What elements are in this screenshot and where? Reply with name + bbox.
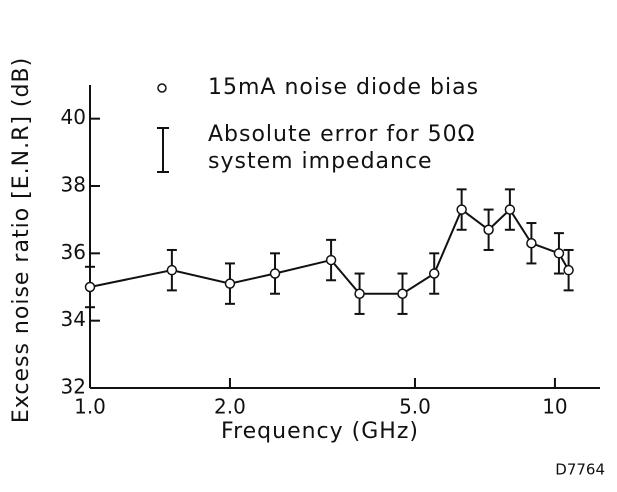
y-tick-label: 36 xyxy=(61,240,86,264)
y-axis-label: Excess noise ratio [E.N.R] (dB) xyxy=(9,57,34,423)
legend-label: 15mA noise diode bias xyxy=(208,75,479,100)
x-tick-label: 10 xyxy=(542,395,567,419)
legend-marker xyxy=(157,83,167,93)
data-point xyxy=(354,288,365,299)
legend-label: system impedance xyxy=(208,149,433,174)
x-tick-label: 1.0 xyxy=(74,395,106,419)
x-tick-label: 2.0 xyxy=(214,395,246,419)
data-point xyxy=(526,237,537,249)
data-point xyxy=(325,254,337,266)
legend-label: Absolute error for 50Ω xyxy=(208,122,475,147)
data-point xyxy=(166,264,178,276)
y-tick-label: 32 xyxy=(61,375,86,399)
data-line xyxy=(89,208,570,295)
y-tick-label: 38 xyxy=(61,173,86,197)
data-point xyxy=(553,248,565,259)
data-point xyxy=(84,281,96,293)
data-point xyxy=(428,268,440,279)
annotation: D7764 xyxy=(555,461,605,479)
data-point xyxy=(224,278,236,289)
y-tick-label: 40 xyxy=(61,105,86,129)
data-point xyxy=(397,288,408,299)
legend-errorbar xyxy=(157,127,169,173)
data-point xyxy=(563,264,574,276)
data-point xyxy=(456,204,467,215)
data-point xyxy=(483,224,494,236)
data-point xyxy=(504,204,516,215)
x-tick-label: 5.0 xyxy=(399,395,431,419)
data-point xyxy=(269,268,281,279)
y-tick-label: 34 xyxy=(61,307,86,331)
x-axis-label: Frequency (GHz) xyxy=(221,419,419,444)
